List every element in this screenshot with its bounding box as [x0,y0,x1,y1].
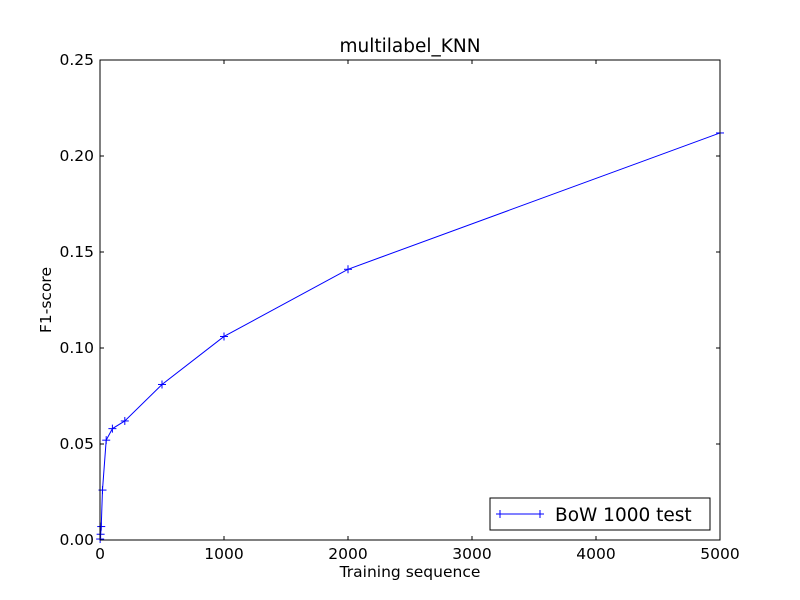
x-tick-label: 4000 [576,545,615,563]
x-tick-label: 1000 [204,545,243,563]
plot-area [100,60,720,540]
y-axis-ticks: 0.00 0.05 0.10 0.15 0.20 0.25 [59,51,720,549]
series-point-marker [158,380,166,389]
x-axis-label: Training sequence [339,563,481,581]
y-axis-label: F1-score [37,267,55,333]
series-point-marker [108,424,117,433]
y-tick-label: 0.25 [59,51,94,69]
legend-series-label: BoW 1000 test [555,505,692,526]
legend: BoW 1000 test [489,497,711,531]
x-axis-ticks: 0 1000 2000 3000 4000 5000 [95,60,740,563]
chart-title: multilabel_KNN [339,36,480,57]
series-point-marker [102,436,111,445]
y-tick-label: 0.00 [59,531,94,549]
y-tick-label: 0.15 [59,243,94,261]
y-tick-label: 0.20 [59,147,94,165]
y-tick-label: 0.05 [59,435,94,453]
legend-series-marker [496,510,544,518]
series-point-marker [220,332,228,341]
x-tick-label: 3000 [452,545,491,563]
plot-frame [99,59,721,541]
x-tick-label: 0 [95,545,105,563]
series-point-marker [344,265,352,274]
y-tick-label: 0.10 [59,339,94,357]
x-tick-label: 2000 [328,545,367,563]
series-point-marker [120,416,129,425]
series-point-marker [96,530,105,539]
series-point-marker [97,522,106,531]
x-tick-label: 5000 [700,545,739,563]
